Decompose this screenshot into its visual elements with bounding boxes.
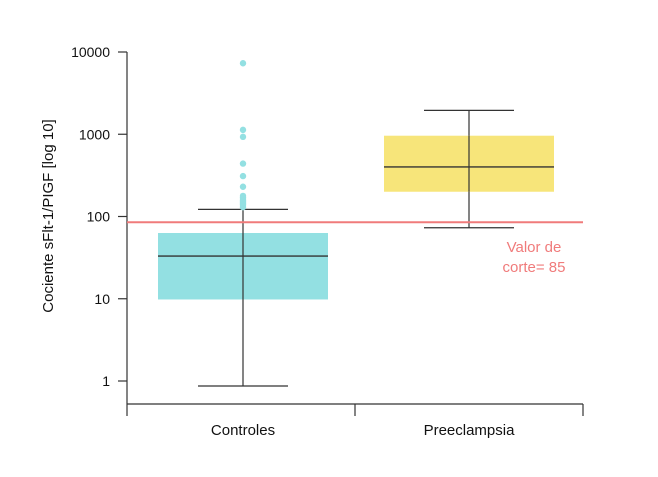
y-tick-label: 1000: [79, 126, 110, 142]
outlier-point: [239, 60, 247, 67]
y-tick-label: 100: [87, 209, 111, 225]
outlier-point: [239, 183, 247, 190]
y-tick-label: 1: [102, 373, 110, 389]
cutoff-label-line1: Valor de: [507, 239, 562, 256]
x-category-label: Controles: [211, 422, 275, 439]
outlier-point: [239, 133, 247, 141]
y-tick-label: 10000: [71, 44, 110, 60]
plot-area: 1 10 100 1000 10000 Controles Preeclampsia Valo…: [71, 44, 584, 439]
outlier-point: [239, 192, 247, 200]
x-category-label: Preeclampsia: [424, 422, 516, 439]
outlier-point: [239, 160, 247, 167]
outlier-point: [239, 126, 247, 134]
y-axis-label: Cociente sFlt-1/PIGF [log 10]: [40, 119, 57, 312]
outlier-point: [239, 172, 247, 180]
y-tick-label: 10: [94, 291, 110, 307]
cutoff-label-line2: corte= 85: [503, 259, 566, 276]
